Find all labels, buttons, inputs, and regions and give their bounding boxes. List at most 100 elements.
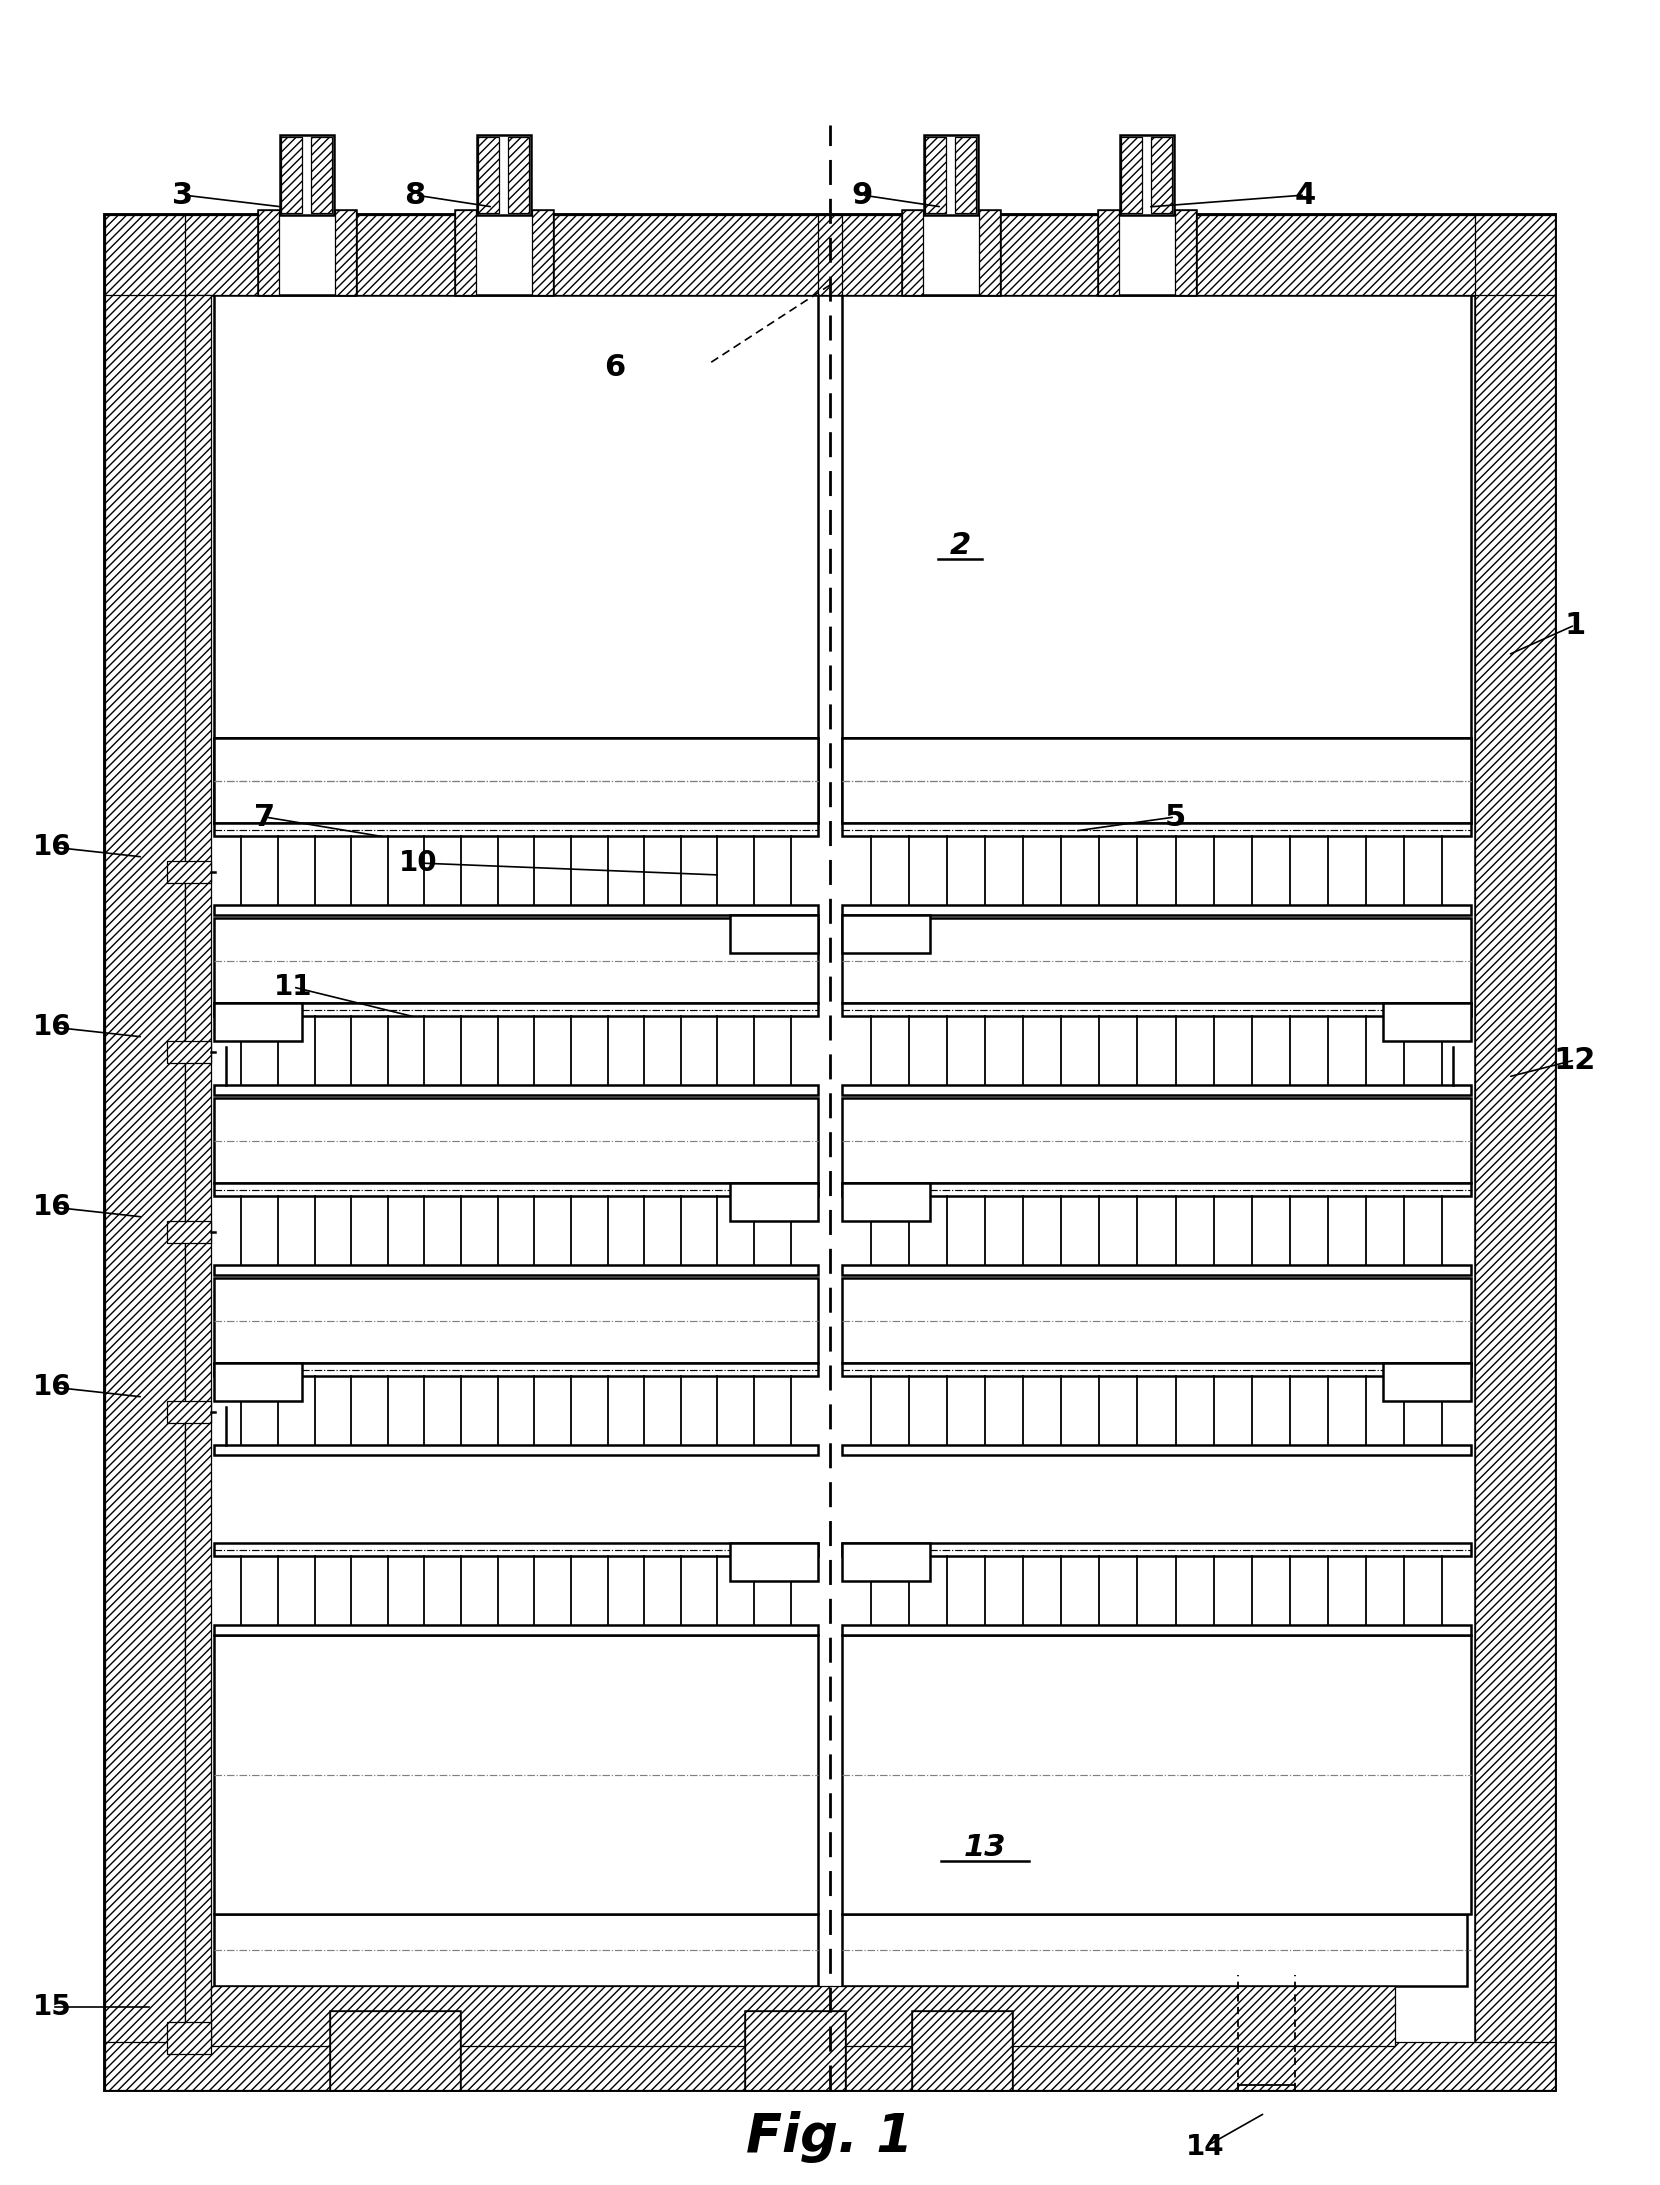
Bar	[214, 1003, 818, 1016]
Bar	[211, 1986, 1394, 2045]
Bar	[281, 135, 334, 214]
Bar	[1120, 135, 1174, 214]
Bar	[842, 916, 930, 953]
Bar	[842, 739, 1471, 824]
Text: 12: 12	[1554, 1044, 1597, 1075]
Bar	[214, 739, 818, 824]
Text: 11: 11	[274, 972, 312, 1001]
Bar	[842, 1086, 1471, 1095]
Bar	[1120, 138, 1142, 212]
Bar	[1195, 214, 1476, 295]
Bar	[330, 2010, 460, 2091]
Text: 3: 3	[173, 181, 194, 210]
Bar	[925, 138, 946, 212]
Bar	[168, 1401, 211, 1422]
Bar	[842, 1543, 1471, 1556]
Bar	[168, 1040, 211, 1062]
Bar	[1097, 210, 1119, 295]
Bar	[730, 1182, 818, 1221]
Bar	[842, 1182, 930, 1221]
Bar	[168, 2021, 211, 2054]
Text: Fig. 1: Fig. 1	[747, 2111, 913, 2163]
Bar	[214, 1914, 818, 1986]
Bar	[901, 210, 999, 295]
Bar	[999, 214, 1097, 295]
Text: 5: 5	[1164, 802, 1185, 832]
Bar	[842, 1003, 1471, 1016]
Bar	[330, 2010, 460, 2091]
Bar	[842, 918, 1471, 1003]
Bar	[214, 1626, 818, 1634]
Bar	[168, 1221, 211, 1243]
Bar	[184, 295, 1476, 2045]
Bar	[901, 210, 923, 295]
Text: 2: 2	[950, 531, 971, 559]
Bar	[168, 861, 211, 883]
Bar	[257, 210, 279, 295]
Bar	[214, 739, 818, 824]
Bar	[312, 138, 332, 212]
Bar	[214, 1444, 818, 1455]
Bar	[842, 1543, 930, 1582]
Bar	[842, 295, 1471, 739]
Text: 9: 9	[852, 181, 873, 210]
Bar	[1097, 210, 1195, 295]
Bar	[214, 295, 818, 739]
Bar	[335, 210, 355, 295]
Bar	[531, 210, 553, 295]
Bar	[214, 1363, 302, 1401]
Bar	[214, 1182, 818, 1195]
Bar	[745, 2010, 845, 2091]
Bar	[842, 1626, 1471, 1634]
Bar	[214, 1265, 818, 1276]
Bar	[842, 739, 1471, 824]
Bar	[281, 138, 302, 212]
Text: 16: 16	[33, 1193, 71, 1221]
Text: 16: 16	[33, 1014, 71, 1040]
Bar	[214, 1086, 818, 1095]
Text: 8: 8	[405, 181, 425, 210]
Bar	[184, 295, 211, 2045]
Bar	[1152, 138, 1172, 212]
Bar	[214, 1363, 818, 1377]
Bar	[979, 210, 999, 295]
Bar	[842, 824, 1471, 837]
Bar	[842, 1634, 1471, 1914]
Bar	[214, 1278, 818, 1363]
Bar	[105, 214, 1555, 295]
Bar	[455, 210, 553, 295]
Bar	[1383, 1003, 1471, 1040]
Bar	[476, 135, 531, 214]
Bar	[842, 1182, 1471, 1195]
Bar	[508, 138, 530, 212]
Bar	[842, 1363, 1471, 1377]
Bar	[730, 1543, 818, 1582]
Bar	[214, 1543, 818, 1556]
Bar	[455, 210, 476, 295]
Bar	[1175, 210, 1195, 295]
Bar	[842, 1914, 1467, 1986]
Bar	[214, 1099, 818, 1182]
Text: 6: 6	[604, 352, 626, 382]
Bar	[214, 918, 818, 1003]
Bar	[214, 1634, 818, 1914]
Text: 15: 15	[33, 1993, 71, 2021]
Text: 7: 7	[254, 802, 276, 832]
Bar	[842, 1265, 1471, 1276]
Bar	[214, 824, 818, 837]
Bar	[842, 214, 901, 295]
Bar	[105, 214, 184, 2091]
Bar	[745, 2010, 845, 2091]
Bar	[842, 1099, 1471, 1182]
Bar	[925, 135, 978, 214]
Bar	[214, 905, 818, 916]
Bar	[842, 1444, 1471, 1455]
Bar	[214, 1003, 302, 1040]
Bar	[911, 2010, 1013, 2091]
Bar	[1383, 1363, 1471, 1401]
Bar	[954, 138, 976, 212]
Bar	[911, 2010, 1013, 2091]
Bar	[842, 905, 1471, 916]
Text: 4: 4	[1295, 181, 1316, 210]
Bar	[730, 916, 818, 953]
